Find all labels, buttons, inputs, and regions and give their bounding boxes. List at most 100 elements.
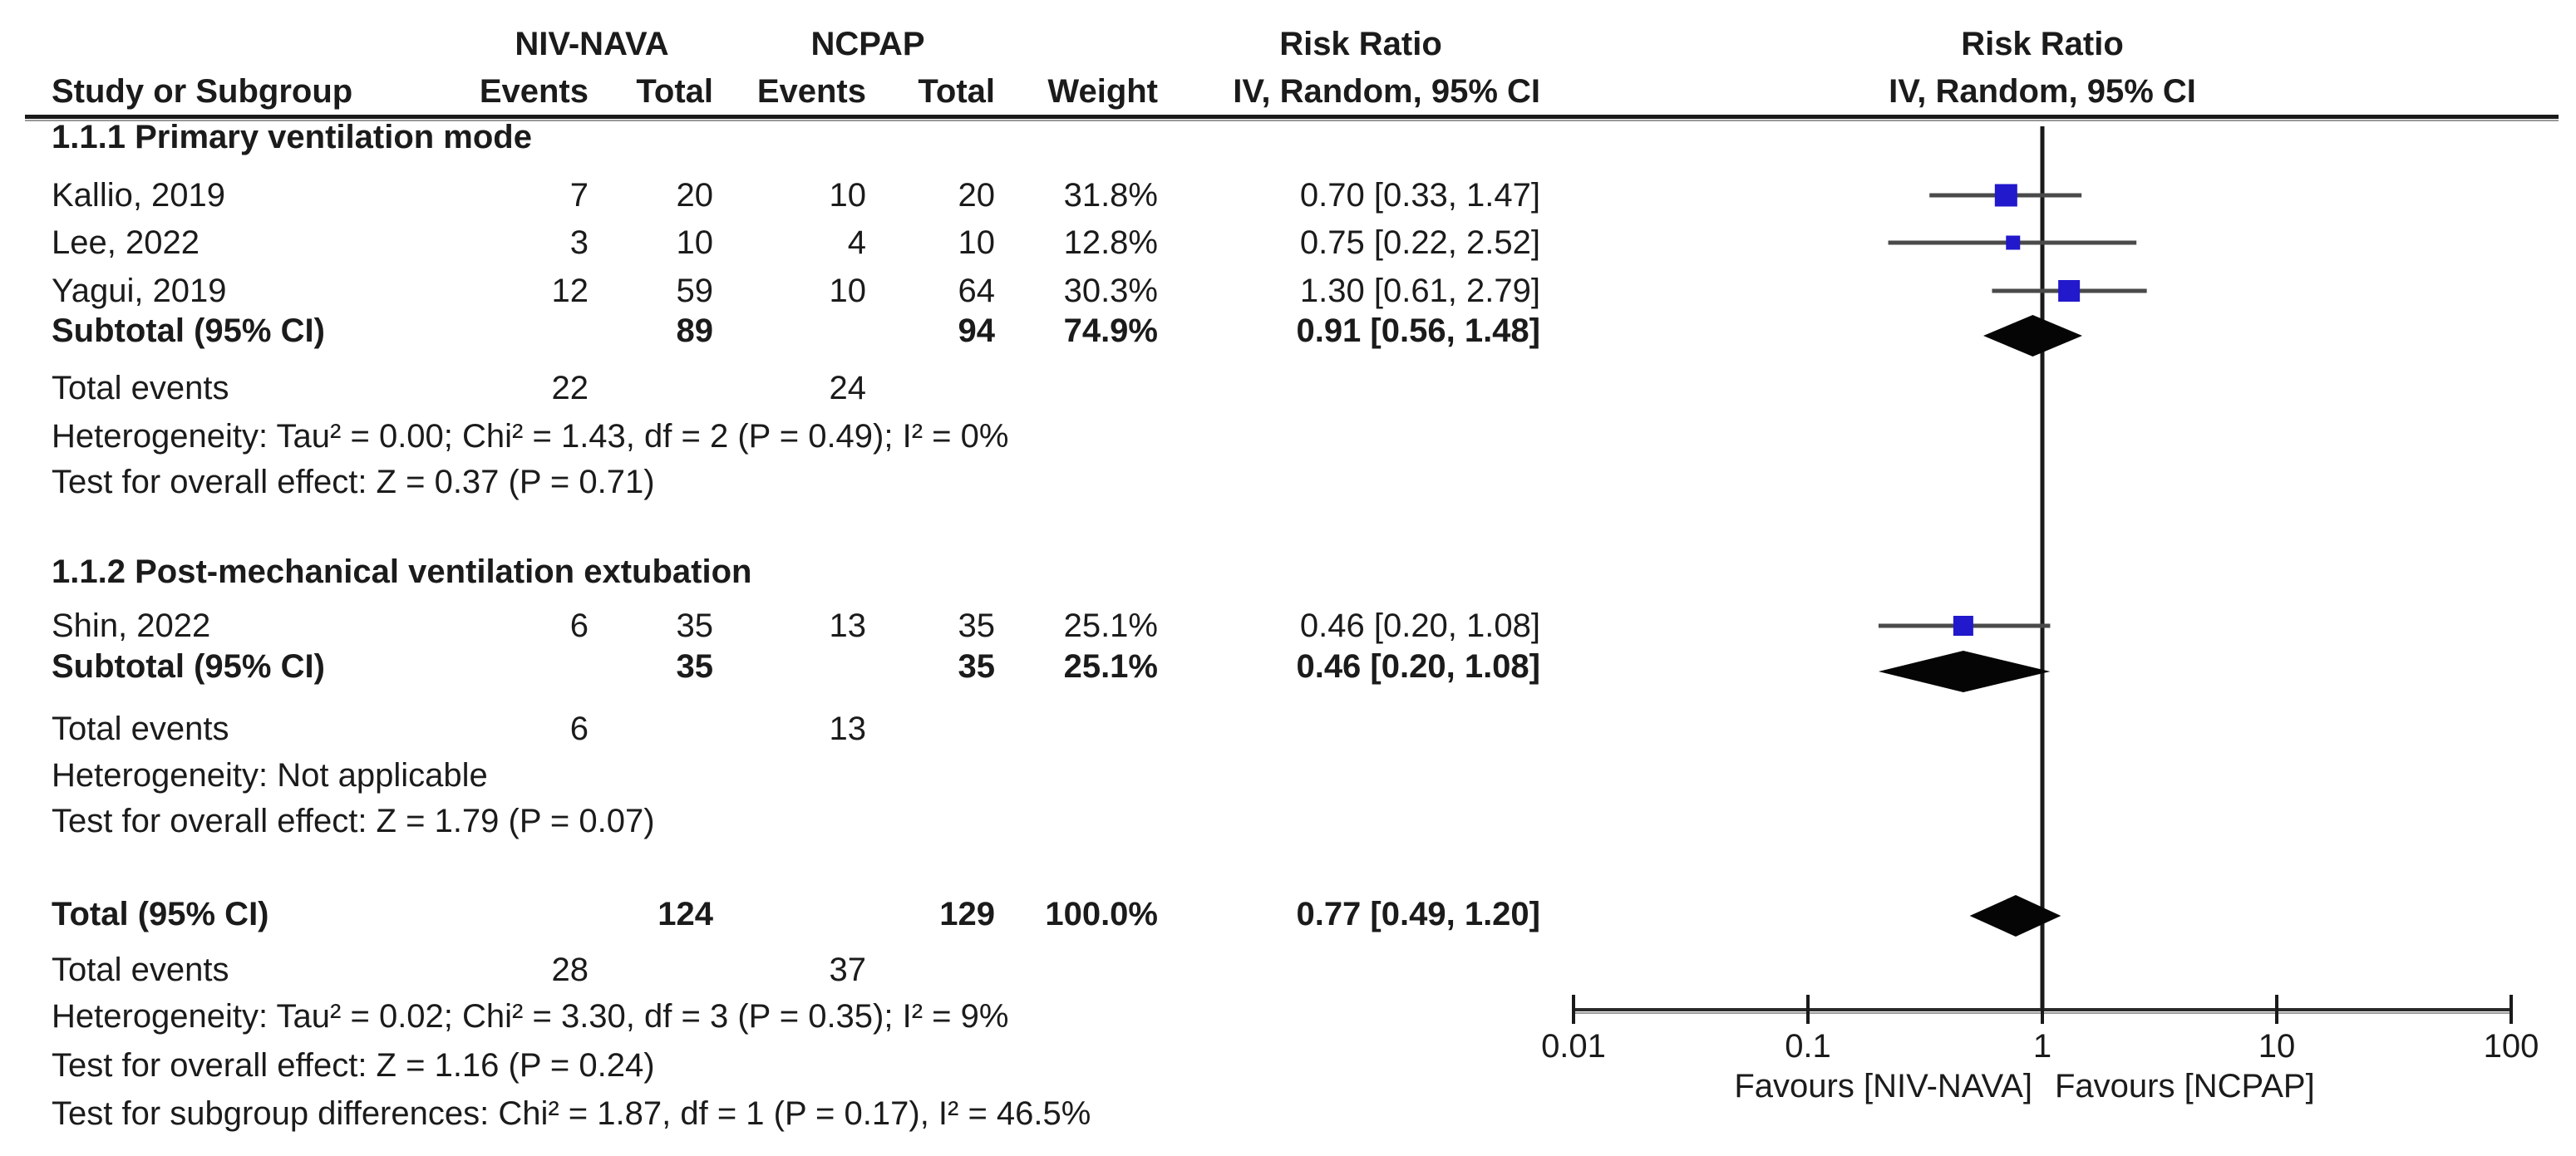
total1-cell: 10 [676, 224, 714, 261]
header-separator-light-line [25, 120, 2559, 121]
x-axis-tick-label: 10 [2258, 1028, 2296, 1065]
weight-cell: 31.8% [1063, 177, 1158, 214]
study-name-cell: Subtotal (95% CI) [52, 648, 325, 685]
total1-cell: 59 [676, 273, 714, 309]
events2-cell: 24 [829, 370, 867, 406]
weight-cell: 100.0% [1045, 896, 1158, 932]
subgroup-title: 1.1.1 Primary ventilation mode [52, 119, 532, 155]
pooled-diamond-marker [1982, 315, 2083, 357]
study-name-cell: Subtotal (95% CI) [52, 312, 325, 349]
total1-cell: 20 [676, 177, 714, 214]
table-row-subgroup-title: 1.1.2 Post-mechanical ventilation extuba… [0, 548, 2576, 595]
table-row-note: Heterogeneity: Tau² = 0.00; Chi² = 1.43,… [0, 413, 2576, 460]
risk-ratio-ci-cell: 0.46 [0.20, 1.08] [1296, 648, 1540, 685]
footnote-text: Test for overall effect: Z = 1.16 (P = 0… [52, 1047, 655, 1084]
study-name-cell: Lee, 2022 [52, 224, 199, 261]
study-name-cell: Total events [52, 370, 229, 406]
events2-cell: 4 [847, 224, 866, 261]
column-header-total-ncpap: Total [918, 73, 995, 110]
plot-header-risk-ratio: Risk Ratio [1961, 26, 2124, 62]
table-row-events: Total events 22 24 [0, 365, 2576, 411]
events1-cell: 28 [551, 952, 589, 988]
table-row-study: Yagui, 2019 12 59 10 64 30.3% 1.30 [0.61, 2.79… [0, 268, 2576, 314]
subgroup-title: 1.1.2 Post-mechanical ventilation extuba… [52, 553, 752, 590]
column-header-study: Study or Subgroup [52, 73, 353, 110]
weight-cell: 30.3% [1063, 273, 1158, 309]
events2-cell: 13 [829, 608, 867, 644]
risk-ratio-ci-cell: 0.91 [0.56, 1.48] [1296, 312, 1540, 349]
x-axis-tick-label: 1 [2033, 1028, 2051, 1065]
study-point-marker [2058, 280, 2081, 302]
table-row-study: Shin, 2022 6 35 13 35 25.1% 0.46 [0.20, 1.08] [0, 603, 2576, 649]
risk-ratio-ci-cell: 0.46 [0.20, 1.08] [1299, 608, 1540, 644]
events2-cell: 13 [829, 711, 867, 747]
table-row-note: Test for overall effect: Z = 1.79 (P = 0… [0, 798, 2576, 844]
total2-cell: 64 [958, 273, 996, 309]
events1-cell: 6 [569, 711, 589, 747]
total2-cell: 10 [958, 224, 996, 261]
study-name-cell: Shin, 2022 [52, 608, 211, 644]
events1-cell: 7 [569, 177, 589, 214]
column-header-events-ncpap: Events [756, 73, 866, 110]
x-axis-tick-label: 0.01 [1541, 1028, 1606, 1065]
table-row-note: Test for overall effect: Z = 1.16 (P = 0… [0, 1042, 2576, 1089]
risk-ratio-ci-cell: 0.75 [0.22, 2.52] [1299, 224, 1540, 261]
risk-ratio-ci-cell: 0.70 [0.33, 1.47] [1299, 177, 1540, 214]
total2-cell: 129 [939, 896, 995, 932]
favours-left-label: Favours [NIV-NAVA] [1734, 1068, 2032, 1104]
events1-cell: 6 [569, 608, 589, 644]
x-axis-tick-label: 0.1 [1785, 1028, 1831, 1065]
study-point-marker [1953, 616, 1973, 636]
table-row-events: Total events 6 13 [0, 706, 2576, 752]
footnote-text: Test for overall effect: Z = 1.79 (P = 0… [52, 803, 655, 839]
table-row-study: Kallio, 2019 7 20 10 20 31.8% 0.70 [0.33, 1.47… [0, 172, 2576, 219]
total2-cell: 35 [958, 648, 996, 685]
header-separator-dark-line [25, 115, 2559, 119]
column-header-method: IV, Random, 95% CI [1233, 73, 1540, 110]
weight-cell: 25.1% [1063, 608, 1158, 644]
total1-cell: 89 [676, 312, 714, 349]
footnote-text: Test for subgroup differences: Chi² = 1.… [52, 1095, 1091, 1132]
column-header-total-nivnava: Total [636, 73, 713, 110]
study-name-cell: Total events [52, 711, 229, 747]
table-row-study: Lee, 2022 3 10 4 10 12.8% 0.75 [0.22, 2.52] [0, 219, 2576, 266]
x-axis-tick-label: 100 [2484, 1028, 2539, 1065]
footnote-text: Test for overall effect: Z = 0.37 (P = 0… [52, 464, 655, 500]
weight-cell: 25.1% [1063, 648, 1158, 685]
events1-cell: 22 [551, 370, 589, 406]
table-row-note: Heterogeneity: Tau² = 0.02; Chi² = 3.30,… [0, 993, 2576, 1040]
pooled-diamond-marker [1878, 651, 2051, 692]
column-group-header-niv-nava: NIV-NAVA [515, 26, 669, 62]
total1-cell: 35 [676, 608, 714, 644]
study-point-marker [1994, 184, 2017, 207]
table-row-note: Heterogeneity: Not applicable [0, 752, 2576, 799]
pooled-diamond-marker [1969, 895, 2061, 937]
study-name-cell: Total (95% CI) [52, 896, 269, 932]
column-group-header-risk-ratio: Risk Ratio [1279, 26, 1442, 62]
events1-cell: 12 [551, 273, 589, 309]
footnote-text: Heterogeneity: Not applicable [52, 757, 488, 794]
table-row-events: Total events 28 37 [0, 947, 2576, 993]
footnote-text: Heterogeneity: Tau² = 0.02; Chi² = 3.30,… [52, 998, 1009, 1035]
total2-cell: 20 [958, 177, 996, 214]
risk-ratio-ci-cell: 0.77 [0.49, 1.20] [1296, 896, 1540, 932]
total1-cell: 35 [676, 648, 714, 685]
favours-right-label: Favours [NCPAP] [2055, 1068, 2315, 1104]
study-name-cell: Yagui, 2019 [52, 273, 227, 309]
table-row-subgroup-title: 1.1.1 Primary ventilation mode [0, 114, 2576, 160]
table-row-subtotal: Subtotal (95% CI) 89 94 74.9% 0.91 [0.56, 1.… [0, 307, 2576, 354]
study-name-cell: Kallio, 2019 [52, 177, 226, 214]
column-header-events-nivnava: Events [479, 73, 589, 110]
table-row-subtotal: Subtotal (95% CI) 35 35 25.1% 0.46 [0.20, 1.… [0, 643, 2576, 690]
events2-cell: 10 [829, 273, 867, 309]
column-group-header-ncpap: NCPAP [810, 26, 925, 62]
table-row-note: Test for subgroup differences: Chi² = 1.… [0, 1090, 2576, 1137]
weight-cell: 74.9% [1063, 312, 1158, 349]
plot-header-method: IV, Random, 95% CI [1889, 73, 2196, 110]
events2-cell: 10 [829, 177, 867, 214]
total2-cell: 35 [958, 608, 996, 644]
total1-cell: 124 [658, 896, 713, 932]
table-row-total: Total (95% CI) 124 129 100.0% 0.77 [0.49, 1.… [0, 891, 2576, 937]
